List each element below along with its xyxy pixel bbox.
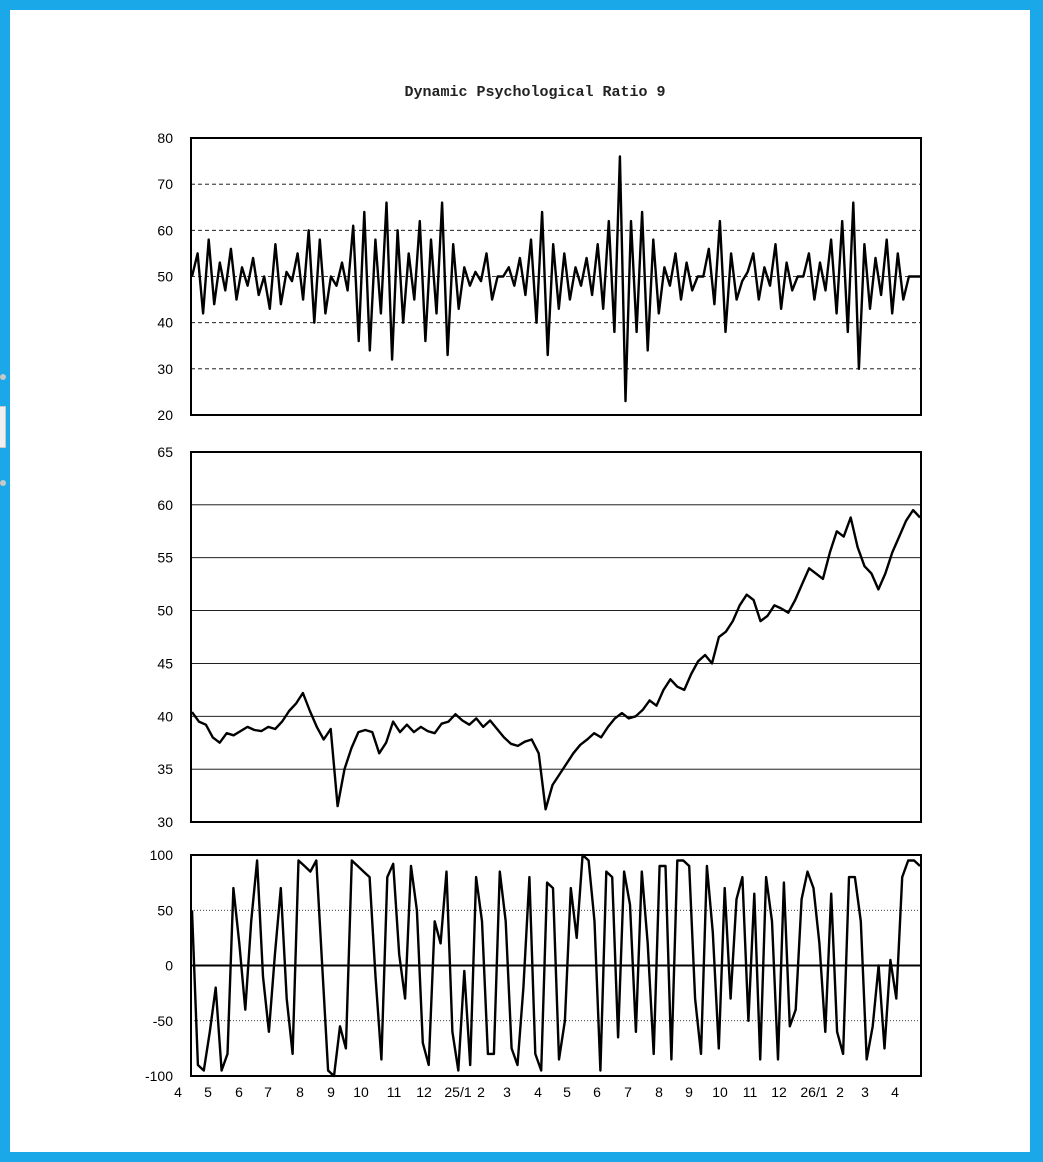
- x-tick-label: 3: [861, 1084, 869, 1100]
- x-tick-label: 5: [204, 1084, 212, 1100]
- x-tick-label: 7: [624, 1084, 632, 1100]
- x-tick-label: 9: [685, 1084, 693, 1100]
- y-tick-label: 35: [157, 761, 173, 777]
- chart-title: Dynamic Psychological Ratio 9: [404, 84, 665, 101]
- y-tick-label: 50: [157, 902, 173, 918]
- series-line: [190, 155, 920, 403]
- x-tick-label: 6: [593, 1084, 601, 1100]
- plot-area: [190, 451, 922, 823]
- x-tick-label: 11: [743, 1084, 758, 1100]
- handle-dot-icon: [0, 374, 6, 380]
- x-tick-label: 6: [235, 1084, 243, 1100]
- x-tick-label: 2: [477, 1084, 485, 1100]
- side-handle[interactable]: [0, 374, 10, 489]
- series-line: [190, 853, 921, 1078]
- y-tick-label: 40: [157, 315, 173, 331]
- y-tick-label: 45: [157, 655, 173, 671]
- x-tick-label: 4: [891, 1084, 899, 1100]
- y-tick-label: 100: [150, 847, 174, 863]
- x-tick-label: 4: [174, 1084, 182, 1100]
- x-tick-label: 3: [503, 1084, 511, 1100]
- y-tick-label: 80: [157, 130, 173, 146]
- x-tick-label: 8: [655, 1084, 663, 1100]
- handle-dot-icon: [0, 480, 6, 486]
- y-tick-label: 30: [157, 814, 173, 830]
- x-tick-label: 10: [712, 1084, 728, 1100]
- y-tick-label: 70: [157, 176, 173, 192]
- x-tick-label: 26/1: [800, 1084, 827, 1100]
- y-tick-label: 50: [157, 603, 173, 619]
- y-tick-label: 0: [165, 958, 173, 974]
- x-tick-label: 4: [534, 1084, 542, 1100]
- handle-grip-icon: [0, 406, 6, 448]
- y-tick-label: 30: [157, 361, 173, 377]
- x-tick-label: 12: [416, 1084, 432, 1100]
- x-tick-label: 10: [353, 1084, 369, 1100]
- y-tick-label: -100: [145, 1068, 173, 1084]
- y-tick-label: 50: [157, 269, 173, 285]
- x-tick-label: 5: [563, 1084, 571, 1100]
- plot-area: [190, 137, 922, 416]
- y-tick-label: 55: [157, 550, 173, 566]
- y-tick-label: 60: [157, 497, 173, 513]
- x-tick-label: 2: [836, 1084, 844, 1100]
- y-tick-label: 60: [157, 222, 173, 238]
- y-tick-label: 65: [157, 444, 173, 460]
- x-tick-label: 9: [327, 1084, 335, 1100]
- y-tick-label: 40: [157, 708, 173, 724]
- x-tick-label: 12: [771, 1084, 787, 1100]
- x-tick-label: 11: [387, 1084, 402, 1100]
- x-tick-label: 8: [296, 1084, 304, 1100]
- plot-area: [190, 854, 922, 1077]
- series-line: [191, 508, 921, 811]
- y-tick-label: 20: [157, 407, 173, 423]
- x-tick-label: 7: [264, 1084, 272, 1100]
- x-tick-label: 25/1: [444, 1084, 471, 1100]
- y-tick-label: -50: [153, 1013, 173, 1029]
